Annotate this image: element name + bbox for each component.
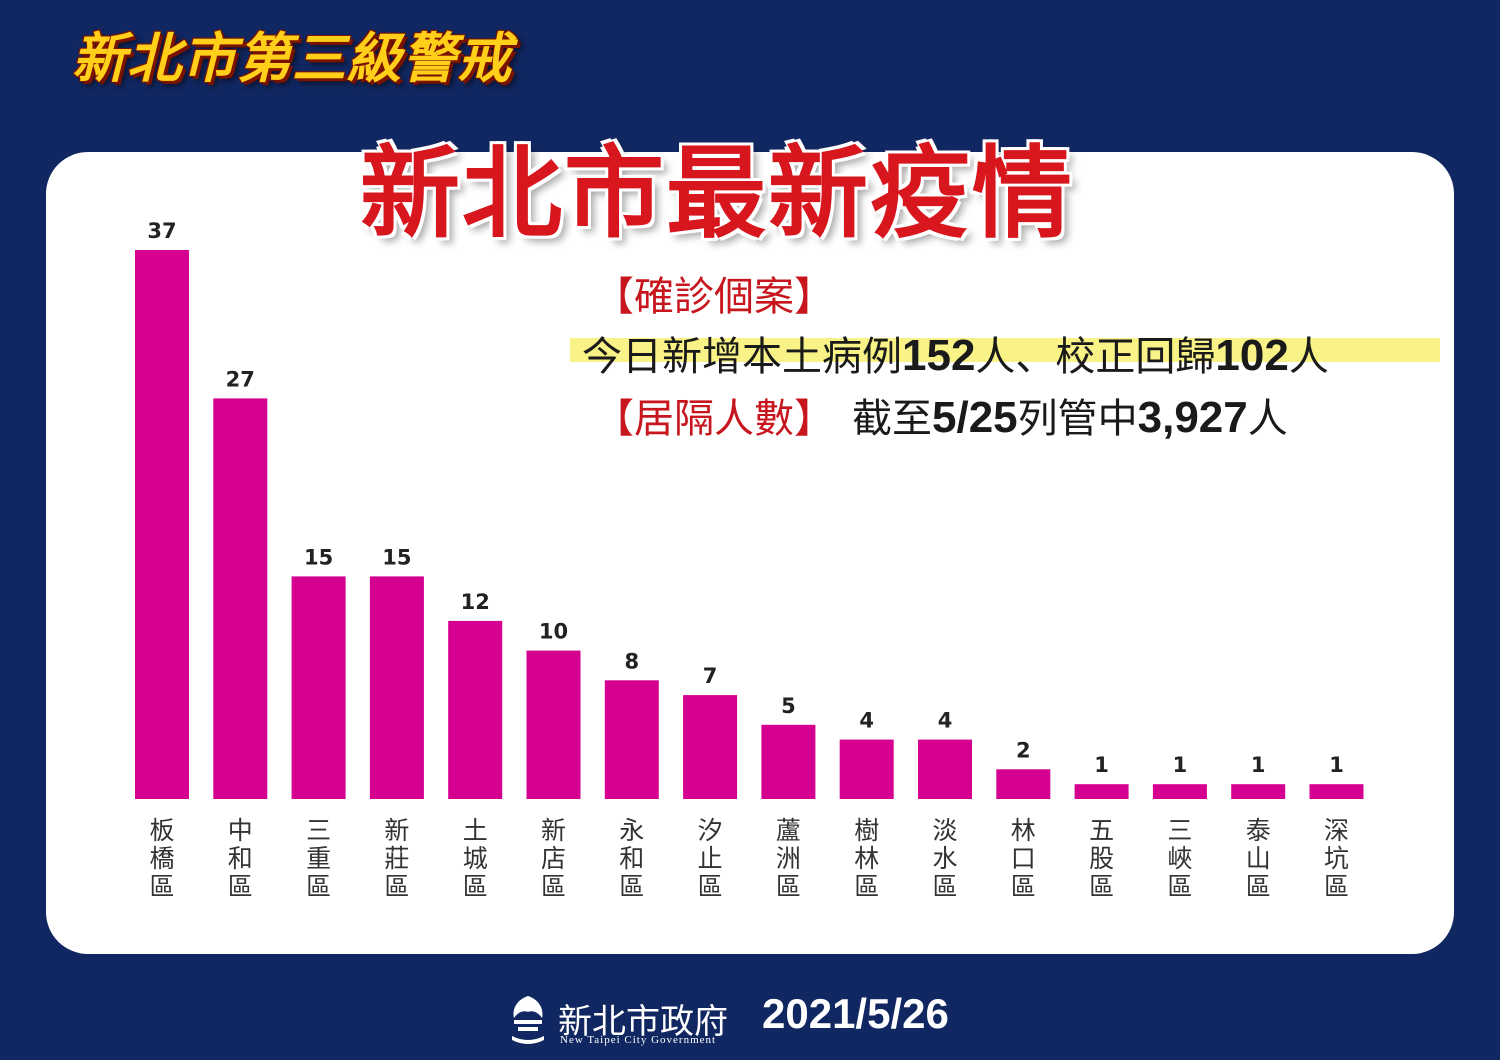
main-title: 新北市最新疫情 [360, 135, 1074, 252]
bar-4 [369, 576, 424, 799]
bar-5 [448, 620, 503, 799]
category-label: 深坑區 [1324, 816, 1349, 901]
category-label: 樹林區 [854, 816, 879, 901]
footer-org-name: 新北市政府 [558, 1002, 728, 1042]
isolation-count: 3,927 [1137, 393, 1248, 442]
chart-panel [46, 152, 1454, 954]
category-label: 土城區 [463, 816, 488, 901]
new-cases-line: 今日新增本土病例152人、校正回歸102人 [582, 324, 1329, 382]
category-label: 五股區 [1089, 816, 1114, 901]
bar-value-label: 7 [703, 664, 718, 688]
isolation-mid: 列管中 [1017, 396, 1138, 442]
footer-date: 2021/5/26 [762, 990, 949, 1037]
category-label: 永和區 [619, 816, 644, 901]
bar-8 [683, 695, 738, 799]
text-highlight [570, 338, 1440, 362]
backlog-cases-count: 102 [1215, 331, 1289, 380]
confirmed-cases-label: 【確診個案】 [594, 264, 834, 322]
bar-value-label: 27 [226, 367, 255, 391]
bar-value-label: 1 [1094, 753, 1109, 777]
bar-value-label: 37 [147, 219, 176, 243]
bar-value-label: 5 [781, 694, 796, 718]
bar-value-label: 4 [859, 709, 874, 733]
bar-3 [291, 576, 346, 799]
bar-11 [918, 739, 972, 799]
new-cases-suffix: 人 [1288, 334, 1329, 380]
bar-12 [996, 769, 1051, 799]
category-label: 林口區 [1011, 816, 1036, 901]
bar-value-label: 4 [938, 709, 953, 733]
bar-value-label: 1 [1329, 753, 1344, 777]
bar-value-label: 12 [461, 590, 490, 614]
confirmed-label: 【確診個案】 [594, 274, 834, 320]
isolation-prefix: 截至 [852, 396, 932, 442]
bar-6 [526, 650, 581, 799]
category-label: 新莊區 [384, 816, 409, 901]
bar-14 [1152, 784, 1207, 799]
bar-value-label: 8 [624, 649, 639, 673]
alert-level-title: 新北市第三級警戒 [72, 27, 512, 90]
bar-9 [761, 724, 816, 799]
category-label: 三重區 [306, 816, 331, 901]
category-label: 蘆洲區 [776, 816, 801, 901]
category-label: 新店區 [541, 816, 566, 901]
category-label: 板橋區 [149, 816, 174, 901]
bar-1 [135, 250, 189, 799]
bar-15 [1231, 784, 1286, 799]
category-label: 淡水區 [932, 816, 957, 901]
footer-org-name-en: New Taipei City Government [560, 1034, 717, 1046]
bar-value-label: 15 [304, 545, 333, 569]
bar-value-label: 10 [539, 620, 568, 644]
bar-value-label: 15 [382, 545, 411, 569]
bar-7 [604, 680, 659, 799]
new-cases-prefix: 今日新增本土病例 [582, 334, 902, 380]
isolation-line: 【居隔人數】 截至5/25列管中3,927人 [594, 386, 1288, 444]
isolation-date: 5/25 [932, 393, 1018, 442]
bar-2 [213, 398, 268, 799]
bar-value-label: 1 [1173, 753, 1188, 777]
isolation-suffix: 人 [1247, 396, 1288, 442]
new-cases-mid: 人、校正回歸 [975, 334, 1216, 380]
bar-13 [1074, 784, 1129, 799]
category-label: 汐止區 [698, 816, 723, 901]
bar-10 [839, 739, 894, 799]
isolation-label: 【居隔人數】 [594, 396, 834, 442]
bar-value-label: 2 [1016, 738, 1031, 762]
category-label: 泰山區 [1246, 816, 1271, 901]
city-government-logo-icon [512, 996, 544, 1044]
category-label: 中和區 [228, 816, 253, 901]
category-label: 三峽區 [1167, 816, 1192, 901]
bar-value-label: 1 [1251, 753, 1266, 777]
new-local-cases-count: 152 [902, 331, 976, 380]
bar-16 [1309, 784, 1364, 799]
